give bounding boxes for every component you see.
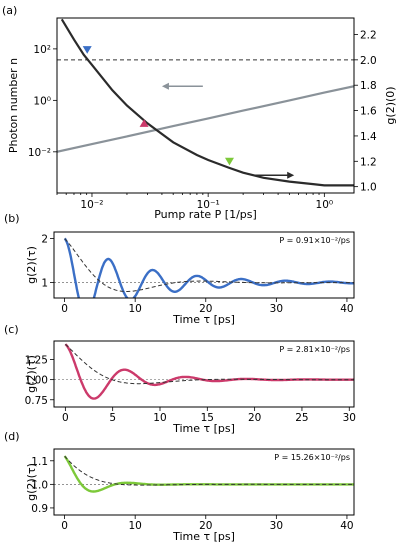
y-tick-label: 0.75 xyxy=(25,395,48,407)
x-tick-label: 20 xyxy=(199,303,212,315)
x-tick-label: 10 xyxy=(128,303,141,315)
panel-d: (d) 0 10 20 30 40 0.9 1.0 1.1 P = 15.26×10⁻²/ps T… xyxy=(4,430,355,543)
panel-b: (b) 0 10 20 30 40 1 2 P = 0.91×10⁻²/ps Time τ [p… xyxy=(4,212,355,326)
y-tick-label: 1.0 xyxy=(31,479,48,491)
y-right-tick-label: 1.8 xyxy=(360,80,377,92)
marker-blue xyxy=(82,46,92,54)
panel-d-frame xyxy=(53,448,355,516)
panel-c-label: (c) xyxy=(4,323,19,336)
x-axis-label: Time τ [ps] xyxy=(172,422,235,435)
x-tick-label: 0 xyxy=(61,303,68,315)
x-tick-label: 0 xyxy=(61,520,68,532)
y-right-tick-label: 1.0 xyxy=(360,182,377,194)
y-left-tick-label: 10² xyxy=(33,44,51,56)
panel-b-label: (b) xyxy=(4,212,20,225)
y-left-tick-label: 10⁻² xyxy=(28,147,51,159)
pump-rate-annotation: P = 0.91×10⁻²/ps xyxy=(279,236,350,245)
panel-a-frame xyxy=(56,17,355,194)
panel-c: (c) 0 5 10 15 20 25 30 0.75 1.00 1.25 P = 2.81×10⁻… xyxy=(4,323,356,435)
x-tick-label: 40 xyxy=(340,520,353,532)
y-axis-label: g(2)(τ) xyxy=(25,355,38,393)
x-tick-label: 30 xyxy=(343,412,356,424)
y-right-axis-label: g(2)(0) xyxy=(384,86,397,124)
x-tick-label: 10 xyxy=(128,520,141,532)
x-tick-label: 20 xyxy=(248,412,261,424)
x-tick-label: 30 xyxy=(270,303,283,315)
x-tick-label: 25 xyxy=(295,412,308,424)
x-axis-label: Time τ [ps] xyxy=(172,313,235,326)
pump-rate-annotation: P = 15.26×10⁻²/ps xyxy=(274,453,350,462)
y-left-tick-label: 10⁰ xyxy=(33,95,51,107)
x-tick-label: 10⁰ xyxy=(316,199,334,211)
y-tick-label: 0.9 xyxy=(31,503,48,515)
arrow-dark-head xyxy=(287,171,295,179)
y-right-tick-label: 1.6 xyxy=(360,106,377,118)
y-right-tick-label: 2.0 xyxy=(360,55,377,67)
panel-d-label: (d) xyxy=(4,430,20,443)
panel-a: (a) 10⁻² 10⁻¹ 10⁰ 10² 10⁰ 10⁻² 1.0 1.2 1.4 1.6 1.8… xyxy=(2,4,397,221)
arrow-grey-head xyxy=(161,82,169,90)
y-axis-label: g(2)(τ) xyxy=(25,463,38,501)
x-tick-label: 5 xyxy=(109,412,116,424)
y-axis-label: g(2)(τ) xyxy=(25,246,38,284)
marker-green xyxy=(224,157,234,166)
x-tick-label: 30 xyxy=(270,520,283,532)
x-tick-label: 15 xyxy=(201,412,214,424)
x-tick-label: 20 xyxy=(199,520,212,532)
x-tick-label: 10 xyxy=(153,412,166,424)
y-tick-label: 1.00 xyxy=(25,375,48,387)
y-tick-label: 2 xyxy=(41,234,48,246)
panel-a-label: (a) xyxy=(2,4,17,17)
x-tick-label: 0 xyxy=(62,412,69,424)
x-tick-label: 40 xyxy=(340,303,353,315)
pump-rate-annotation: P = 2.81×10⁻²/ps xyxy=(279,345,350,354)
dashed-reference-curve xyxy=(65,343,354,385)
x-tick-label: 10⁻¹ xyxy=(197,199,220,211)
x-axis-label: Pump rate P [1/ps] xyxy=(154,208,257,221)
marker-pink xyxy=(139,119,149,127)
blue-g2-curve xyxy=(63,237,354,298)
y-right-tick-label: 1.2 xyxy=(360,156,377,168)
photon_number-curve xyxy=(57,85,354,153)
x-axis-label: Time τ [ps] xyxy=(172,530,235,543)
g2_zero-curve xyxy=(60,18,354,187)
x-tick-label: 10⁻² xyxy=(80,199,103,211)
panel-c-frame xyxy=(53,340,355,408)
y-tick-label: 1.1 xyxy=(31,456,48,468)
y-right-tick-label: 2.2 xyxy=(360,29,377,41)
dashed-reference-curve xyxy=(64,455,354,486)
y-right-tick-label: 1.4 xyxy=(360,131,377,143)
y-left-axis-label: Photon number n xyxy=(7,58,20,153)
y-tick-label: 1 xyxy=(41,278,48,290)
panel-b-frame xyxy=(53,231,355,299)
y-tick-label: 1.25 xyxy=(25,355,48,367)
